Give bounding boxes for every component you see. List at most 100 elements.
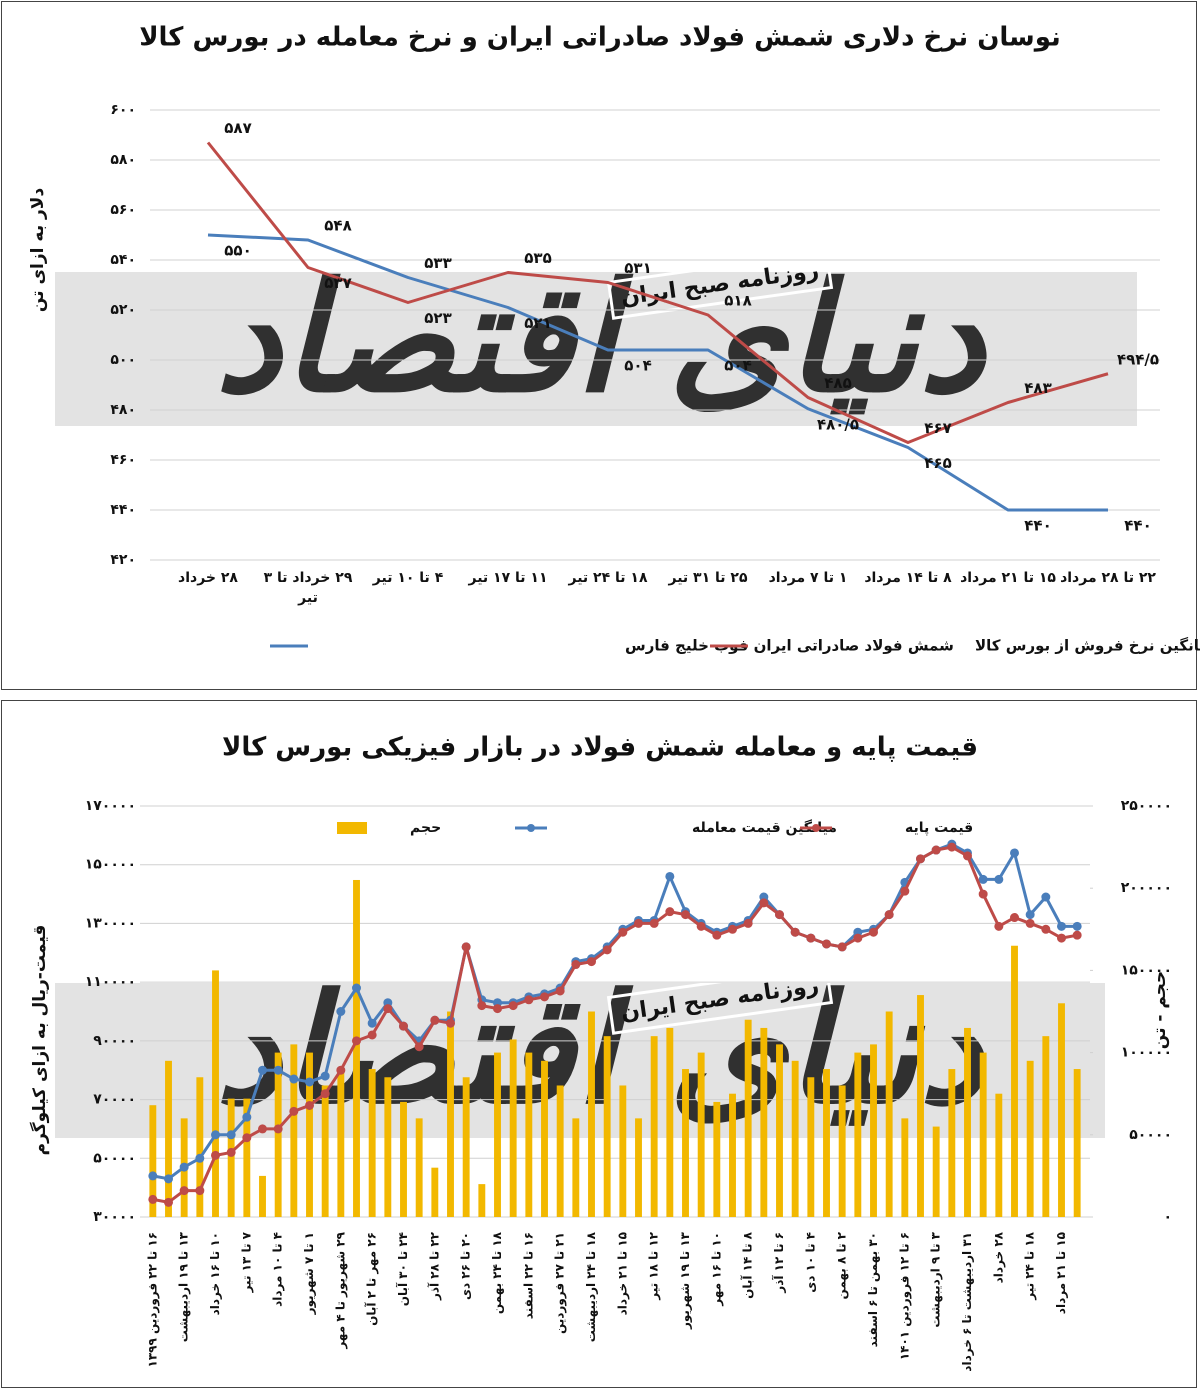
marker (963, 851, 972, 861)
marker (665, 907, 675, 917)
x-tick-label: ۱۲ تا ۱۸ تیر (647, 1231, 661, 1300)
x-tick-label-box: ۸ تا ۱۴ مرداد (864, 570, 951, 586)
marker (994, 874, 1004, 884)
marker (978, 889, 988, 899)
y-tick-label: ۱۳۰۰۰۰ (85, 915, 136, 931)
marker (320, 1071, 330, 1081)
marker (696, 921, 706, 931)
bar (447, 1011, 454, 1217)
bar (760, 1027, 768, 1217)
data-label: ۵۲۱ (524, 314, 551, 332)
y2-tick-label: ۲۵۰۰۰۰ (1121, 798, 1172, 814)
marker (728, 924, 737, 934)
marker (508, 1001, 518, 1011)
marker (931, 845, 941, 855)
bar (948, 1069, 956, 1217)
x-tick-label: ۲۲ تا ۲۸ مرداد (1060, 570, 1156, 586)
marker (1025, 910, 1035, 920)
bar (541, 1060, 548, 1217)
y-tick-label: ۶۰۰ (110, 102, 136, 118)
bar (572, 1118, 580, 1217)
bar (588, 1011, 595, 1217)
data-label: ۴۴۰ (1024, 517, 1051, 535)
x-tick-label: ۱۰ تا ۱۶ خرداد (208, 1232, 222, 1315)
bar (635, 1118, 642, 1217)
bar (1058, 1003, 1065, 1217)
marker (822, 939, 831, 949)
x-tick-label: ۱۸ تا ۲۴ تیر (1023, 1231, 1037, 1300)
x-tick-label: ۱۵ تا ۲۱ مرداد (960, 570, 1056, 586)
marker (1057, 921, 1066, 931)
marker (289, 1106, 299, 1116)
marker (164, 1174, 173, 1184)
data-label: ۵۳۳ (424, 254, 451, 272)
bar (525, 1052, 533, 1217)
bar (353, 879, 360, 1217)
bar (666, 1027, 674, 1217)
y-tick-label: ۴۲۰ (110, 552, 136, 568)
marker (806, 933, 816, 943)
marker (477, 1001, 487, 1011)
data-label: ۴۶۷ (924, 419, 951, 437)
x-tick-label: ۱۵ تا ۲۱ مرداد (1054, 1232, 1068, 1314)
marker (555, 986, 565, 996)
marker (493, 1004, 502, 1014)
bar (368, 1069, 376, 1217)
marker (916, 854, 925, 864)
x-tick-label: ۶ تا ۱۲ فروردین ۱۴۰۱ (897, 1232, 912, 1360)
bar (682, 1069, 689, 1217)
y-axis-title: دلار به ازای تن (28, 188, 48, 313)
y-tick-label: ۵۲۰ (110, 302, 136, 318)
y-tick-label: ۴۶۰ (110, 452, 136, 468)
marker (884, 910, 894, 920)
x-tick-label-box: ۱۸ تا ۲۴ تیر (568, 570, 647, 586)
x-tick-label: ۱۱ تا ۱۷ تیر (468, 570, 548, 586)
y-tick-label: ۱۷۰۰۰۰ (85, 798, 136, 814)
x-tick-label: ۱۸ تا ۲۴ بهمن (490, 1231, 504, 1314)
marker (148, 1171, 158, 1181)
legend-swatch-marker (812, 824, 820, 832)
bar (823, 1069, 830, 1217)
line (206, 141, 1109, 444)
x-tick-label: ۶ تا ۱۲ آذر (771, 1232, 786, 1294)
marker (258, 1124, 267, 1134)
marker (790, 927, 800, 937)
x-tick-label-box: ۱ تا ۷ مرداد (769, 570, 848, 586)
data-label: ۴۹۴/۵ (1117, 350, 1159, 368)
marker (1041, 892, 1051, 902)
bar (650, 1036, 658, 1217)
x-tick-label: ۱۵ تا ۲۱ خرداد (615, 1232, 629, 1315)
watermark-stamp-box (606, 250, 834, 320)
marker (352, 1036, 361, 1046)
data-label: ۵۸۷ (224, 119, 251, 137)
marker (320, 1089, 330, 1099)
marker (869, 927, 878, 937)
x-tick-label: ۲۰ تا ۲۶ دی (459, 1232, 473, 1300)
data-label: ۵۱۸ (724, 292, 751, 310)
bar (791, 1060, 799, 1217)
x-tick-label: ۱۶ تا ۲۲ اسفند (521, 1232, 535, 1319)
bar (619, 1085, 627, 1217)
legend-label: میانگین قیمت معامله (692, 819, 837, 836)
y2-tick-label: ۰ (1163, 1209, 1172, 1225)
bar (917, 995, 924, 1217)
legend-label: میانگین نرخ فروش از بورس کالا (975, 637, 1200, 655)
x-tick-label: ۱۳ تا ۱۹ اردیبهشت (177, 1231, 191, 1342)
marker (1010, 913, 1019, 923)
bar (149, 1105, 157, 1217)
marker (211, 1150, 220, 1160)
bar (1042, 1036, 1050, 1217)
bar (885, 1011, 893, 1217)
x-tick-label: ۴ تا ۱۰ دی (803, 1232, 817, 1293)
bar (274, 1052, 282, 1217)
bar (400, 1101, 407, 1217)
y-tick-label: ۳۰۰۰۰ (93, 1209, 136, 1225)
marker (524, 995, 534, 1005)
bar (509, 1039, 517, 1217)
chart-title: نوسان نرخ دلاری شمش فولاد صادراتی ایران … (139, 23, 1061, 53)
x-tick-label-box: ۲۲ تا ۲۸ مرداد (1060, 570, 1156, 586)
x-tick-label: ۲ تا ۸ بهمن (835, 1231, 849, 1299)
marker (634, 918, 643, 928)
data-label: ۵۴۸ (324, 217, 351, 235)
